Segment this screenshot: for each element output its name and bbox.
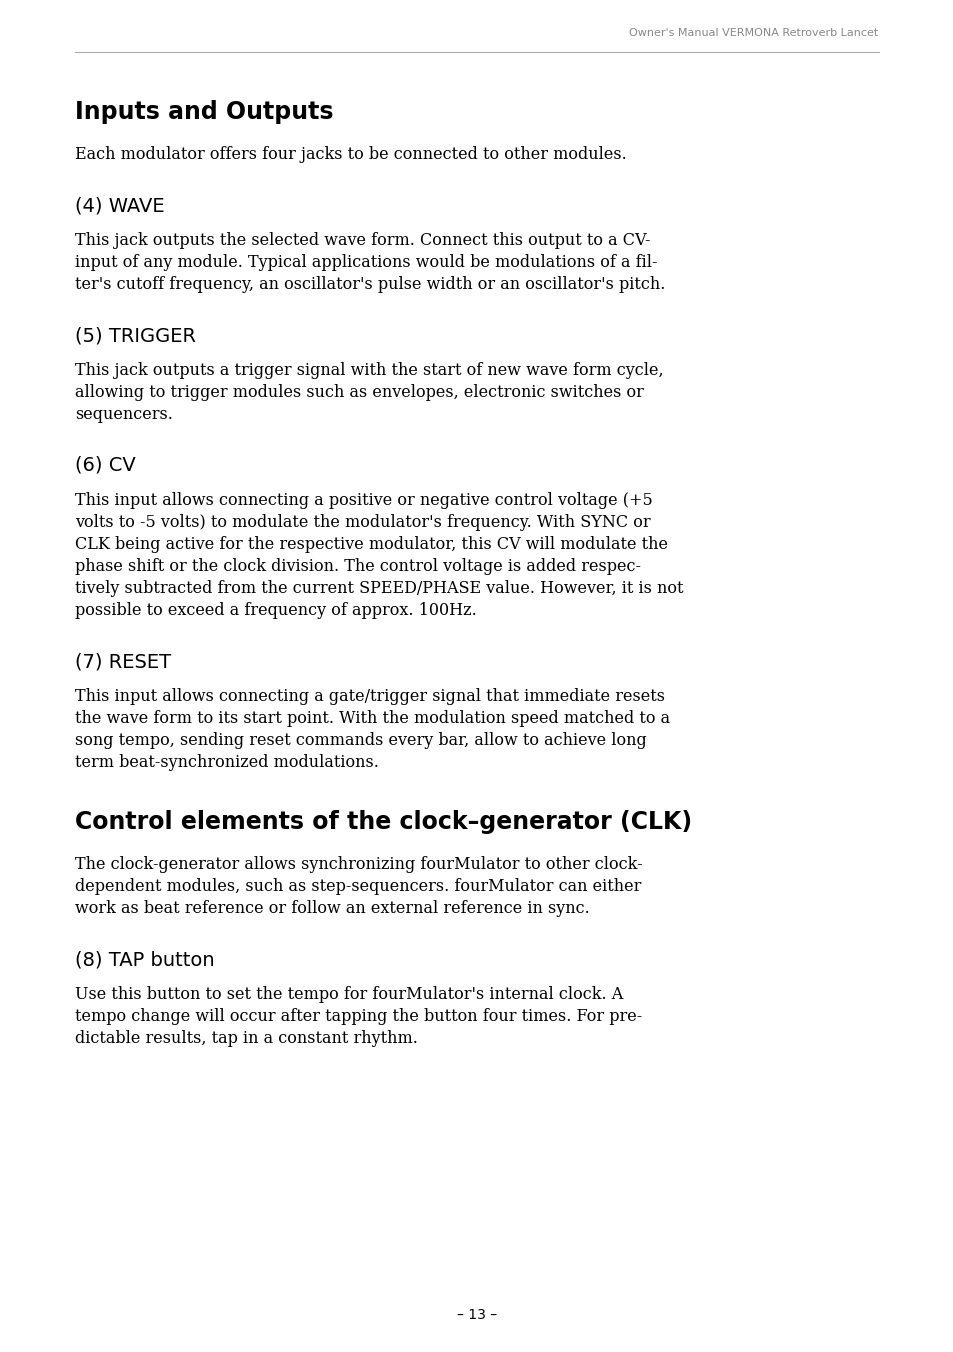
Text: Inputs and Outputs: Inputs and Outputs <box>75 100 334 124</box>
Text: – 13 –: – 13 – <box>456 1307 497 1322</box>
Text: CLK being active for the respective modulator, this CV will modulate the: CLK being active for the respective modu… <box>75 535 667 553</box>
Text: (7) RESET: (7) RESET <box>75 652 171 671</box>
Text: This input allows connecting a gate/trigger signal that immediate resets: This input allows connecting a gate/trig… <box>75 688 664 704</box>
Text: This jack outputs the selected wave form. Connect this output to a CV-: This jack outputs the selected wave form… <box>75 233 650 249</box>
Text: term beat-synchronized modulations.: term beat-synchronized modulations. <box>75 754 378 771</box>
Text: work as beat reference or follow an external reference in sync.: work as beat reference or follow an exte… <box>75 900 589 917</box>
Text: possible to exceed a frequency of approx. 100Hz.: possible to exceed a frequency of approx… <box>75 602 476 619</box>
Text: Each modulator offers four jacks to be connected to other modules.: Each modulator offers four jacks to be c… <box>75 146 626 164</box>
Text: dependent modules, such as step-sequencers. fourMulator can either: dependent modules, such as step-sequence… <box>75 877 640 895</box>
Text: ter's cutoff frequency, an oscillator's pulse width or an oscillator's pitch.: ter's cutoff frequency, an oscillator's … <box>75 276 664 293</box>
Text: song tempo, sending reset commands every bar, allow to achieve long: song tempo, sending reset commands every… <box>75 731 646 749</box>
Text: The clock-generator allows synchronizing fourMulator to other clock-: The clock-generator allows synchronizing… <box>75 856 642 873</box>
Text: input of any module. Typical applications would be modulations of a fil-: input of any module. Typical application… <box>75 254 657 270</box>
Text: tempo change will occur after tapping the button four times. For pre-: tempo change will occur after tapping th… <box>75 1009 641 1025</box>
Text: volts to -5 volts) to modulate the modulator's frequency. With SYNC or: volts to -5 volts) to modulate the modul… <box>75 514 650 531</box>
Text: dictable results, tap in a constant rhythm.: dictable results, tap in a constant rhyt… <box>75 1030 417 1046</box>
Text: Control elements of the clock–generator (CLK): Control elements of the clock–generator … <box>75 810 691 834</box>
Text: phase shift or the clock division. The control voltage is added respec-: phase shift or the clock division. The c… <box>75 558 640 575</box>
Text: the wave form to its start point. With the modulation speed matched to a: the wave form to its start point. With t… <box>75 710 669 727</box>
Text: This jack outputs a trigger signal with the start of new wave form cycle,: This jack outputs a trigger signal with … <box>75 362 663 379</box>
Text: allowing to trigger modules such as envelopes, electronic switches or: allowing to trigger modules such as enve… <box>75 384 643 402</box>
Text: Use this button to set the tempo for fourMulator's internal clock. A: Use this button to set the tempo for fou… <box>75 986 622 1003</box>
Text: (5) TRIGGER: (5) TRIGGER <box>75 326 195 345</box>
Text: Owner's Manual VERMONA Retroverb Lancet: Owner's Manual VERMONA Retroverb Lancet <box>629 28 878 38</box>
Text: (8) TAP button: (8) TAP button <box>75 950 214 969</box>
Text: sequencers.: sequencers. <box>75 406 172 423</box>
Text: tively subtracted from the current SPEED/PHASE value. However, it is not: tively subtracted from the current SPEED… <box>75 580 682 598</box>
Text: This input allows connecting a positive or negative control voltage (+5: This input allows connecting a positive … <box>75 492 652 508</box>
Text: (6) CV: (6) CV <box>75 456 135 475</box>
Text: (4) WAVE: (4) WAVE <box>75 196 165 215</box>
